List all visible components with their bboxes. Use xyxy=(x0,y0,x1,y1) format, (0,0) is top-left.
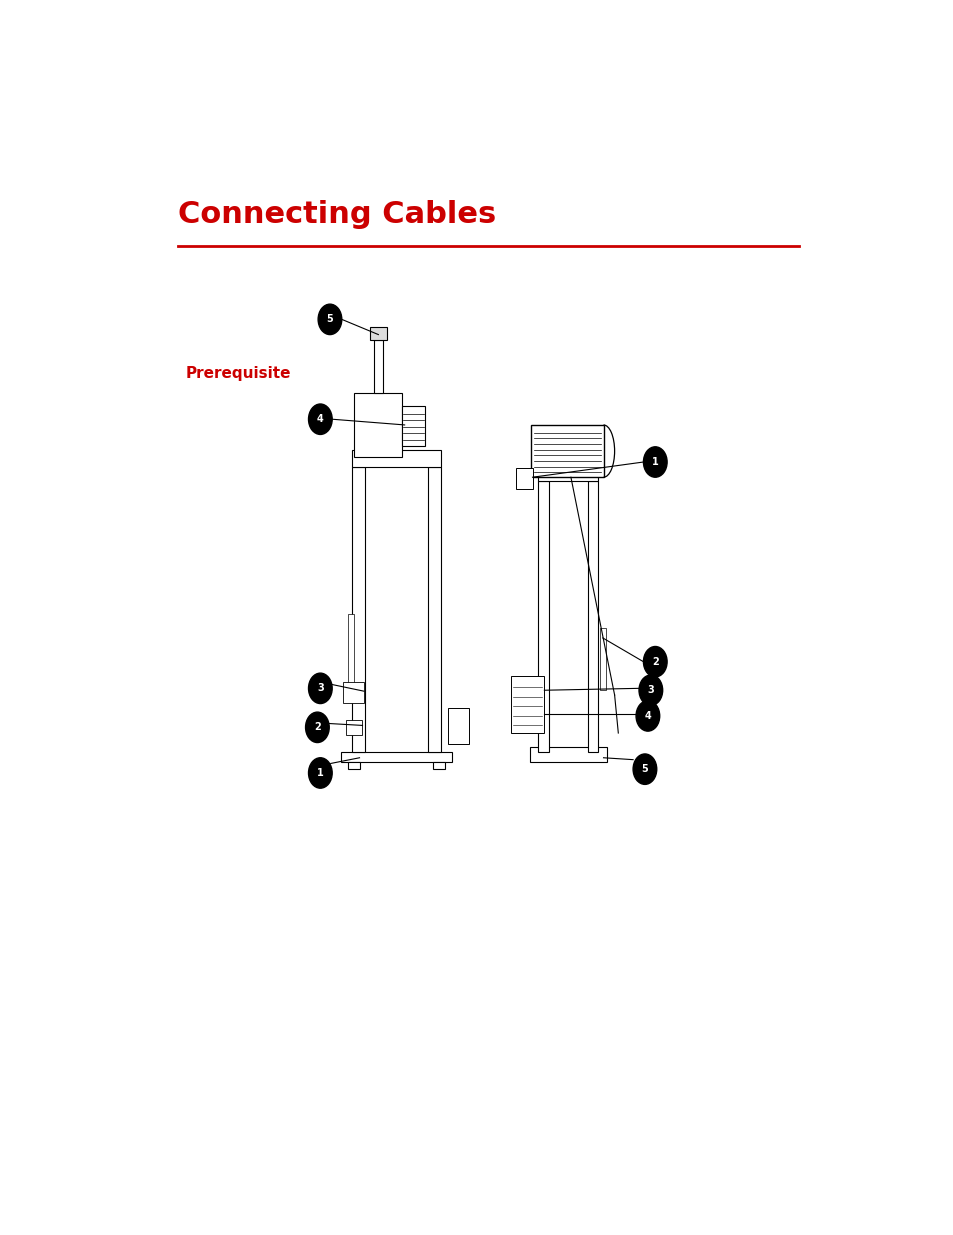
Text: 1: 1 xyxy=(651,457,658,467)
Bar xyxy=(529,747,606,762)
Text: 5: 5 xyxy=(326,315,333,325)
Bar xyxy=(511,676,544,734)
Circle shape xyxy=(642,447,666,477)
Bar xyxy=(537,468,598,482)
Text: 4: 4 xyxy=(644,711,651,721)
Bar xyxy=(448,709,469,745)
Circle shape xyxy=(308,404,332,435)
Bar xyxy=(347,614,354,685)
Text: Prerequisite: Prerequisite xyxy=(186,367,291,382)
Bar xyxy=(341,752,452,762)
Circle shape xyxy=(636,700,659,731)
Text: 4: 4 xyxy=(316,414,323,424)
Text: 5: 5 xyxy=(640,764,648,774)
Bar xyxy=(427,467,440,752)
Bar xyxy=(587,482,598,752)
Circle shape xyxy=(305,713,329,742)
Bar xyxy=(516,468,532,489)
Circle shape xyxy=(633,753,656,784)
Circle shape xyxy=(639,676,662,705)
Bar xyxy=(369,327,387,341)
Bar xyxy=(599,629,605,690)
Text: 2: 2 xyxy=(651,657,658,667)
Bar xyxy=(531,425,603,477)
Text: 1: 1 xyxy=(316,768,323,778)
Bar xyxy=(433,762,445,769)
Bar xyxy=(343,682,364,703)
Bar xyxy=(352,450,440,467)
Bar xyxy=(354,393,401,457)
Bar xyxy=(348,762,360,769)
Text: Connecting Cables: Connecting Cables xyxy=(178,200,497,228)
Bar xyxy=(374,341,382,393)
Text: 3: 3 xyxy=(647,685,654,695)
Bar xyxy=(352,467,365,752)
Circle shape xyxy=(317,304,341,335)
Bar xyxy=(346,720,362,735)
Circle shape xyxy=(642,646,666,677)
Text: 2: 2 xyxy=(314,722,320,732)
Circle shape xyxy=(308,758,332,788)
Bar xyxy=(401,406,425,446)
Circle shape xyxy=(308,673,332,704)
Text: 3: 3 xyxy=(316,683,323,693)
Bar xyxy=(537,482,548,752)
